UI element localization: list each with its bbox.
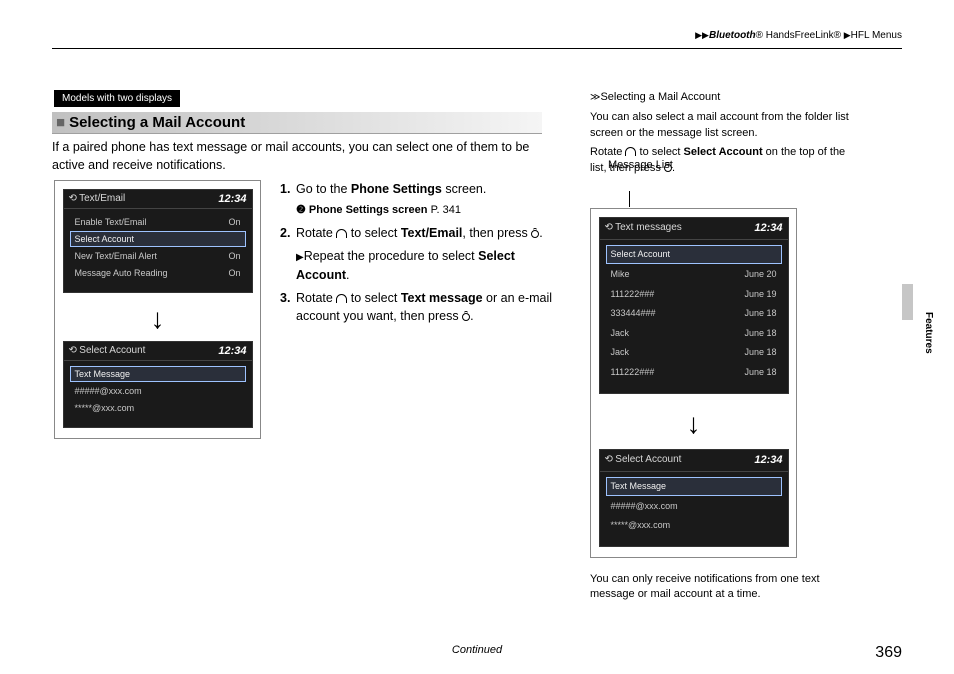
breadcrumb: ▶▶Bluetooth® HandsFreeLink® ▶HFL Menus xyxy=(695,30,902,41)
list-item: 111222###June 18 xyxy=(606,363,782,382)
list-item: Select Account xyxy=(70,231,246,247)
list-item: Select Account xyxy=(606,245,782,264)
panel-body: Text Message#####@xxx.com*****@xxx.com xyxy=(64,361,252,427)
cross-reference: ❷ Phone Settings screen P. 341 xyxy=(296,203,560,219)
dial-icon xyxy=(625,147,636,156)
section-title: ■Selecting a Mail Account xyxy=(52,112,542,134)
arrow-down-icon: ↓ xyxy=(151,303,165,335)
list-item: MikeJune 20 xyxy=(606,265,782,284)
list-item: New Text/Email AlertOn xyxy=(70,248,246,264)
list-item: Message Auto ReadingOn xyxy=(70,265,246,281)
dial-icon xyxy=(336,294,347,303)
list-item: JackJune 18 xyxy=(606,324,782,343)
list-item: 111222###June 19 xyxy=(606,285,782,304)
ui-panel-select-account-2: ⟲ Select Account 12:34 Text Message#####… xyxy=(599,449,789,547)
intro-text: If a paired phone has text message or ma… xyxy=(52,139,552,174)
dial-icon xyxy=(336,229,347,238)
rhs-heading: ≫Selecting a Mail Account xyxy=(590,90,850,105)
list-item: JackJune 18 xyxy=(606,343,782,362)
rhs-p1: You can also select a mail account from … xyxy=(590,110,850,141)
press-icon xyxy=(462,313,470,321)
model-badge: Models with two displays xyxy=(54,90,180,107)
ui-panel-text-email: ⟲ Text/Email 12:34 Enable Text/EmailOnSe… xyxy=(63,189,253,293)
panel-body: Text Message#####@xxx.com*****@xxx.com xyxy=(600,472,788,546)
list-item: Text Message xyxy=(606,477,782,496)
rhs-column: ≫Selecting a Mail Account You can also s… xyxy=(590,90,850,603)
list-item: *****@xxx.com xyxy=(606,516,782,535)
side-tab xyxy=(902,284,913,320)
ui-panel-text-messages: ⟲ Text messages 12:34 Select AccountMike… xyxy=(599,217,789,394)
panel-body: Enable Text/EmailOnSelect AccountNew Tex… xyxy=(64,209,252,292)
instructions: 1.Go to the Phone Settings screen. ❷ Pho… xyxy=(280,180,560,330)
footer-continued: Continued xyxy=(0,644,954,656)
message-list-label: Message List xyxy=(608,158,673,198)
rhs-figure-group: ⟲ Text messages 12:34 Select AccountMike… xyxy=(590,208,797,558)
list-item: Text Message xyxy=(70,366,246,382)
list-item: *****@xxx.com xyxy=(70,400,246,416)
rhs-note: You can only receive notifications from … xyxy=(590,572,850,603)
ui-panel-select-account: ⟲ Select Account 12:34 Text Message#####… xyxy=(63,341,253,428)
panel-body: Select AccountMikeJune 20111222###June 1… xyxy=(600,240,788,392)
list-item: 333444###June 18 xyxy=(606,304,782,323)
side-label-features: Features xyxy=(923,312,934,354)
arrow-down-icon: ↓ xyxy=(687,404,701,443)
list-item: #####@xxx.com xyxy=(70,383,246,399)
page-number: 369 xyxy=(875,644,902,662)
header-rule xyxy=(52,48,902,49)
left-figure-group: ⟲ Text/Email 12:34 Enable Text/EmailOnSe… xyxy=(54,180,261,439)
list-item: Enable Text/EmailOn xyxy=(70,214,246,230)
list-item: #####@xxx.com xyxy=(606,497,782,516)
